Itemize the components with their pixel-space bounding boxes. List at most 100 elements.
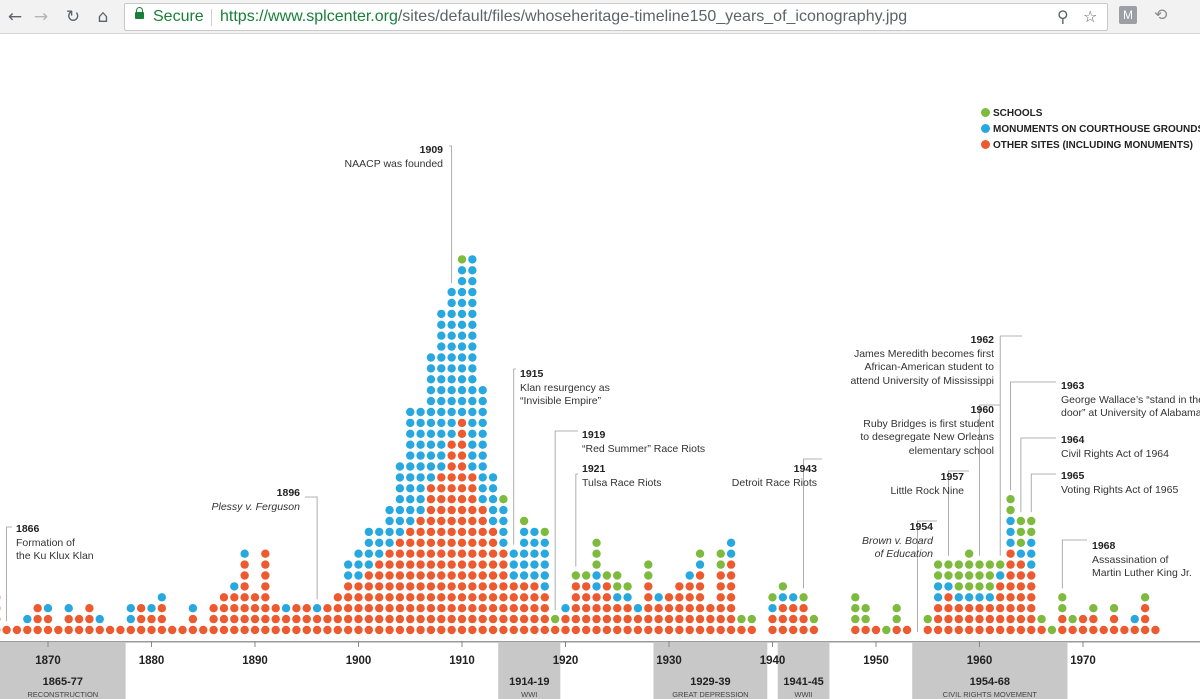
- dot-other: [426, 495, 436, 504]
- dot-schools: [644, 560, 653, 569]
- dot-other: [1016, 604, 1026, 613]
- annotation-year: 1965: [1061, 470, 1085, 482]
- dot-other: [395, 604, 405, 613]
- dot-courthouse: [416, 440, 425, 449]
- dot-courthouse: [354, 571, 363, 580]
- dot-courthouse: [375, 527, 384, 537]
- annotation-1968: 1968 Assassination of Martin Luther King…: [1092, 540, 1192, 581]
- dot-schools: [592, 549, 601, 558]
- dot-other: [1068, 625, 1077, 635]
- dot-other: [447, 473, 456, 482]
- home-icon[interactable]: ⌂: [97, 7, 109, 27]
- dot-other: [457, 604, 467, 613]
- dot-other: [333, 625, 342, 635]
- dot-other: [354, 614, 363, 624]
- dot-other: [695, 582, 705, 591]
- dot-schools: [582, 571, 591, 580]
- annotation-leaders: [6, 145, 1087, 632]
- dot-other: [613, 614, 622, 624]
- timeline-axis: [0, 641, 1200, 643]
- dot-courthouse: [426, 429, 436, 438]
- dot-courthouse: [43, 604, 53, 613]
- dot-other: [488, 549, 498, 558]
- dot-other: [240, 582, 249, 591]
- dot-other: [447, 462, 456, 471]
- address-bar[interactable]: Secure https://www.splcenter.org/sites/d…: [124, 3, 1108, 31]
- dot-other: [447, 451, 456, 460]
- dot-other: [789, 604, 798, 613]
- dot-courthouse: [468, 396, 477, 406]
- dot-schools: [716, 560, 725, 569]
- dot-other: [364, 582, 374, 591]
- dot-other: [550, 625, 560, 635]
- dot-other: [602, 593, 612, 602]
- dot-courthouse: [395, 495, 405, 504]
- dot-courthouse: [468, 440, 477, 449]
- zoom-icon[interactable]: ⚲: [1057, 7, 1069, 26]
- forward-icon[interactable]: →: [33, 7, 49, 27]
- dot-courthouse: [933, 582, 943, 591]
- dot-other: [892, 625, 901, 635]
- dot-schools: [778, 582, 788, 591]
- annotation-year: 1964: [1061, 434, 1085, 446]
- annotation-text: Tulsa Race Riots: [582, 476, 662, 489]
- dot-other: [716, 604, 725, 613]
- dot-schools: [1089, 604, 1098, 613]
- dot-other: [1016, 582, 1026, 591]
- dot-other: [644, 625, 653, 635]
- dot-other: [789, 614, 798, 624]
- dot-other: [664, 614, 674, 624]
- dot-other: [582, 604, 591, 613]
- annotation-text: Formation of: [16, 536, 75, 549]
- dot-other: [147, 614, 156, 624]
- dot-other: [447, 440, 456, 449]
- dot-schools: [695, 549, 705, 558]
- dot-courthouse: [312, 604, 322, 613]
- dot-courthouse: [406, 484, 415, 493]
- history-icon[interactable]: ⟲: [1154, 5, 1168, 24]
- dot-other: [499, 549, 508, 558]
- dot-courthouse: [395, 462, 405, 471]
- dot-other: [343, 593, 353, 602]
- dot-other: [664, 625, 674, 635]
- back-icon[interactable]: ←: [7, 7, 23, 27]
- browser-toolbar: ← → ↻ ⌂ Secure https://www.splcenter.org…: [0, 0, 1200, 34]
- dot-courthouse: [437, 440, 446, 449]
- dot-other: [437, 527, 446, 537]
- extension-m-icon[interactable]: M: [1119, 6, 1137, 24]
- legend-label-other: OTHER SITES (INCLUDING MONUMENTS): [993, 140, 1193, 151]
- dot-other: [768, 625, 777, 635]
- dot-courthouse: [437, 309, 446, 319]
- dot-schools: [985, 560, 995, 569]
- dot-other: [530, 593, 539, 602]
- annotation-text: Detroit Race Riots: [731, 476, 817, 489]
- dot-other: [602, 604, 612, 613]
- dot-other: [447, 582, 456, 591]
- dot-other: [437, 560, 446, 569]
- dot-courthouse: [426, 451, 436, 460]
- dot-courthouse: [364, 538, 374, 547]
- dot-courthouse: [437, 331, 446, 340]
- legend-item-courthouse: MONUMENTS ON COURTHOUSE GROUNDS: [981, 122, 1200, 138]
- dot-other: [685, 614, 694, 624]
- period-name: CIVIL RIGHTS MOVEMENT: [943, 690, 1038, 699]
- dot-courthouse: [457, 287, 467, 297]
- reload-icon[interactable]: ↻: [65, 7, 81, 27]
- dot-other: [447, 625, 456, 635]
- dot-other: [623, 625, 632, 635]
- dot-other: [468, 527, 477, 537]
- dot-other: [281, 625, 291, 635]
- dot-other: [571, 593, 581, 602]
- dot-courthouse: [499, 527, 508, 537]
- dot-other: [395, 571, 405, 580]
- dot-other: [871, 625, 881, 635]
- dot-schools: [1047, 625, 1057, 635]
- period-band: [777, 642, 830, 699]
- star-icon[interactable]: ☆: [1083, 7, 1098, 26]
- dot-other: [1058, 614, 1067, 624]
- url-text[interactable]: https://www.splcenter.org/sites/default/…: [220, 8, 907, 26]
- dot-other: [426, 538, 436, 547]
- dot-other: [271, 614, 280, 624]
- dot-other: [364, 571, 374, 580]
- dot-other: [250, 593, 260, 602]
